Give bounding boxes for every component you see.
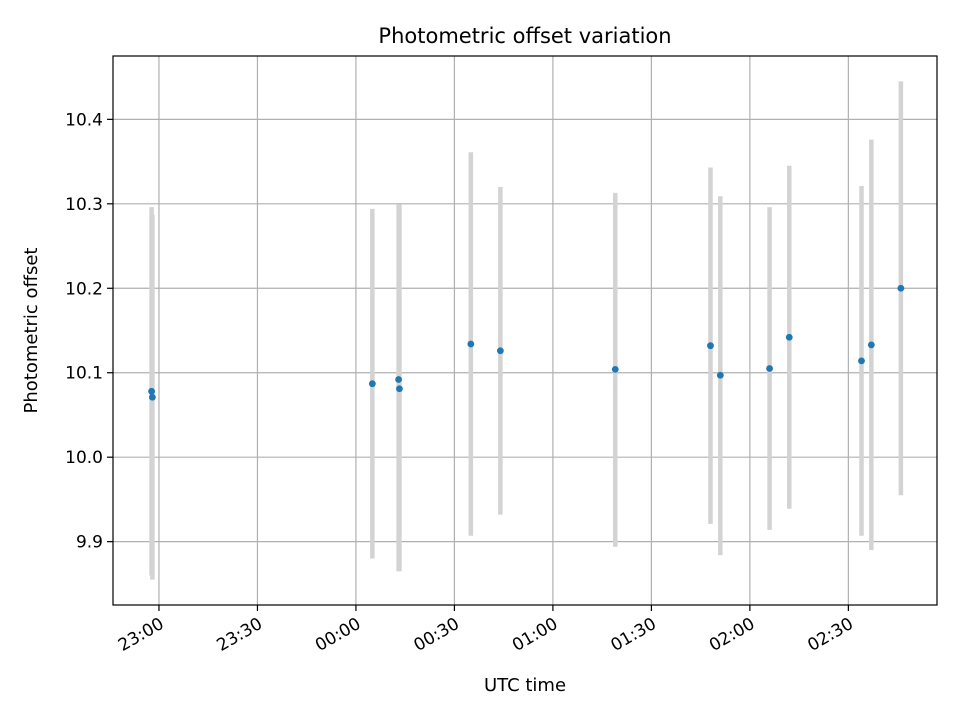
chart-title: Photometric offset variation (378, 24, 671, 48)
data-point (395, 376, 403, 383)
data-point (858, 357, 865, 365)
plot-frame (112, 55, 938, 606)
data-point (148, 387, 155, 395)
data-point (148, 393, 156, 401)
data-point (368, 380, 376, 388)
data-point (867, 341, 875, 349)
y-tick-label: 10.0 (65, 448, 103, 468)
y-tick-label: 10.2 (65, 279, 103, 299)
y-tick-label: 10.4 (65, 110, 103, 130)
data-point (496, 347, 504, 355)
data-markers (148, 284, 905, 401)
data-point (611, 365, 619, 373)
grid-lines (113, 56, 937, 605)
y-tick-label: 9.9 (76, 533, 103, 553)
y-axis-ticks: 9.9 10.0 10.1 10.2 10.3 10.4 (65, 110, 113, 553)
data-point (766, 365, 773, 372)
y-tick-label: 10.3 (65, 195, 103, 215)
data-point (707, 342, 714, 350)
data-point (716, 371, 724, 379)
y-axis-title: Photometric offset (21, 248, 42, 414)
x-axis-title: UTC time (484, 675, 566, 696)
data-point (467, 340, 475, 348)
data-point (396, 385, 403, 393)
y-tick-label: 10.1 (65, 364, 103, 384)
data-point (897, 284, 905, 292)
data-point (785, 333, 793, 341)
